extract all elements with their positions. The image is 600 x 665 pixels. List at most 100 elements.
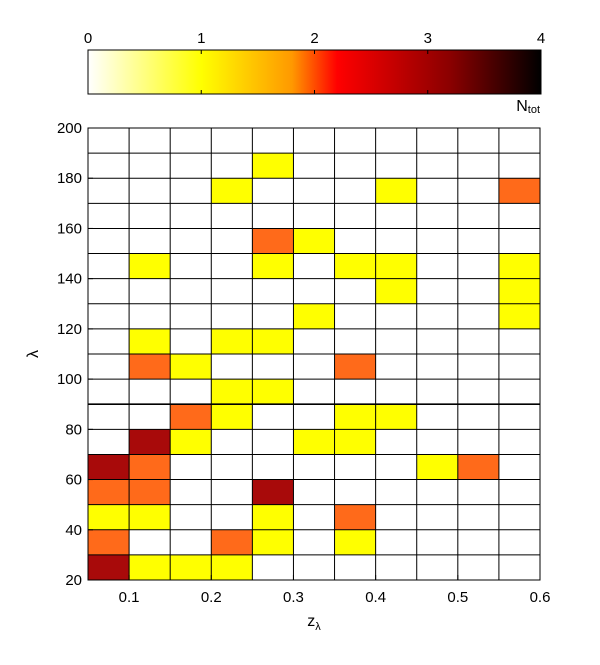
heatmap-cell bbox=[457, 379, 499, 405]
heatmap-cell bbox=[457, 303, 499, 329]
heatmap-cell bbox=[334, 178, 376, 204]
heatmap-cell bbox=[252, 354, 294, 380]
heatmap-cell bbox=[375, 278, 417, 304]
heatmap-cell bbox=[334, 228, 376, 254]
heatmap-cell bbox=[293, 404, 335, 430]
heatmap-cell bbox=[457, 404, 499, 430]
heatmap-cell bbox=[334, 303, 376, 329]
heatmap-cell bbox=[293, 529, 335, 555]
heatmap-cell bbox=[457, 153, 499, 179]
heatmap-cell bbox=[416, 228, 458, 254]
x-axis-ticks: 0.1 0.2 0.3 0.4 0.5 0.6 bbox=[119, 575, 550, 606]
heatmap-cell bbox=[88, 303, 130, 329]
heatmap-cell bbox=[293, 328, 335, 354]
heatmap-cell bbox=[88, 178, 130, 204]
heatmap-cell bbox=[416, 128, 458, 154]
heatmap-cell bbox=[457, 554, 499, 580]
heatmap-cell bbox=[88, 479, 130, 505]
heatmap-cell bbox=[211, 278, 253, 304]
heatmap-cell bbox=[375, 379, 417, 405]
heatmap-cell bbox=[211, 153, 253, 179]
heatmap-cell bbox=[252, 178, 294, 204]
heatmap-cell bbox=[457, 128, 499, 154]
heatmap-cell bbox=[498, 529, 540, 555]
heatmap-cell bbox=[498, 253, 540, 279]
colorbar-tick-label: 4 bbox=[537, 30, 545, 47]
heatmap-cell bbox=[457, 178, 499, 204]
heatmap-cell bbox=[293, 554, 335, 580]
heatmap-cell bbox=[211, 379, 253, 405]
heatmap-cell bbox=[252, 479, 294, 505]
heatmap-cell bbox=[334, 404, 376, 430]
heatmap-cell bbox=[498, 178, 540, 204]
x-tick-label: 0.1 bbox=[119, 589, 140, 606]
heatmap-cell bbox=[498, 203, 540, 229]
heatmap-cell bbox=[211, 479, 253, 505]
heatmap-cell bbox=[88, 278, 130, 304]
heatmap-cell bbox=[170, 203, 212, 229]
heatmap-cell bbox=[170, 278, 212, 304]
heatmap-cell bbox=[211, 354, 253, 380]
heatmap-cell bbox=[498, 454, 540, 480]
heatmap-cell bbox=[129, 454, 171, 480]
heatmap-cell bbox=[375, 203, 417, 229]
heatmap-cell bbox=[498, 429, 540, 455]
heatmap-cell bbox=[129, 529, 171, 555]
x-tick-label: 0.5 bbox=[447, 589, 468, 606]
heatmap-cell bbox=[334, 278, 376, 304]
heatmap-cell bbox=[334, 454, 376, 480]
heatmap-cell bbox=[170, 228, 212, 254]
heatmap-cell bbox=[293, 253, 335, 279]
heatmap-cell bbox=[334, 328, 376, 354]
heatmap-cell bbox=[498, 479, 540, 505]
heatmap-cell bbox=[170, 153, 212, 179]
x-axis-label: zλ bbox=[307, 613, 321, 633]
colorbar-label: Ntot bbox=[516, 98, 540, 116]
heatmap-cell bbox=[498, 504, 540, 530]
heatmap-cell bbox=[211, 328, 253, 354]
heatmap-cell bbox=[252, 278, 294, 304]
heatmap-cell bbox=[88, 379, 130, 405]
heatmap-cell bbox=[293, 228, 335, 254]
y-tick-label: 140 bbox=[57, 271, 82, 288]
heatmap-cell bbox=[88, 228, 130, 254]
y-tick-label: 160 bbox=[57, 220, 82, 237]
heatmap-cell bbox=[252, 228, 294, 254]
heatmap-cell bbox=[252, 554, 294, 580]
heatmap-cell bbox=[375, 529, 417, 555]
heatmap-cell bbox=[129, 379, 171, 405]
heatmap-cell bbox=[498, 354, 540, 380]
heatmap-cell bbox=[211, 454, 253, 480]
heatmap-cell bbox=[375, 454, 417, 480]
heatmap-cell bbox=[252, 454, 294, 480]
colorbar: 0 1 2 3 4 Ntot bbox=[84, 30, 545, 116]
y-tick-label: 180 bbox=[57, 170, 82, 187]
heatmap-cell bbox=[211, 128, 253, 154]
heatmap-cell bbox=[375, 504, 417, 530]
heatmap-cell bbox=[211, 529, 253, 555]
heatmap-cell bbox=[170, 178, 212, 204]
heatmap-cell bbox=[334, 529, 376, 555]
plot-frame bbox=[87, 127, 541, 581]
heatmap-cell bbox=[129, 128, 171, 154]
heatmap-cell bbox=[170, 554, 212, 580]
heatmap-cell bbox=[211, 228, 253, 254]
heatmap-cell bbox=[88, 429, 130, 455]
heatmap-cell bbox=[416, 153, 458, 179]
colorbar-tick-label: 3 bbox=[424, 30, 432, 47]
heatmap-cell bbox=[498, 303, 540, 329]
heatmap-cell bbox=[252, 203, 294, 229]
heatmap-cell bbox=[170, 504, 212, 530]
heatmap-cell bbox=[416, 354, 458, 380]
heatmap-cell bbox=[170, 404, 212, 430]
heatmap-cell bbox=[293, 128, 335, 154]
heatmap-cell bbox=[334, 354, 376, 380]
heatmap-cell bbox=[457, 253, 499, 279]
heatmap-cell bbox=[457, 429, 499, 455]
heatmap-cell bbox=[252, 153, 294, 179]
heatmap-cell bbox=[375, 178, 417, 204]
heatmap-cell bbox=[457, 454, 499, 480]
y-tick-label: 20 bbox=[65, 572, 82, 589]
heatmap-cell bbox=[457, 228, 499, 254]
